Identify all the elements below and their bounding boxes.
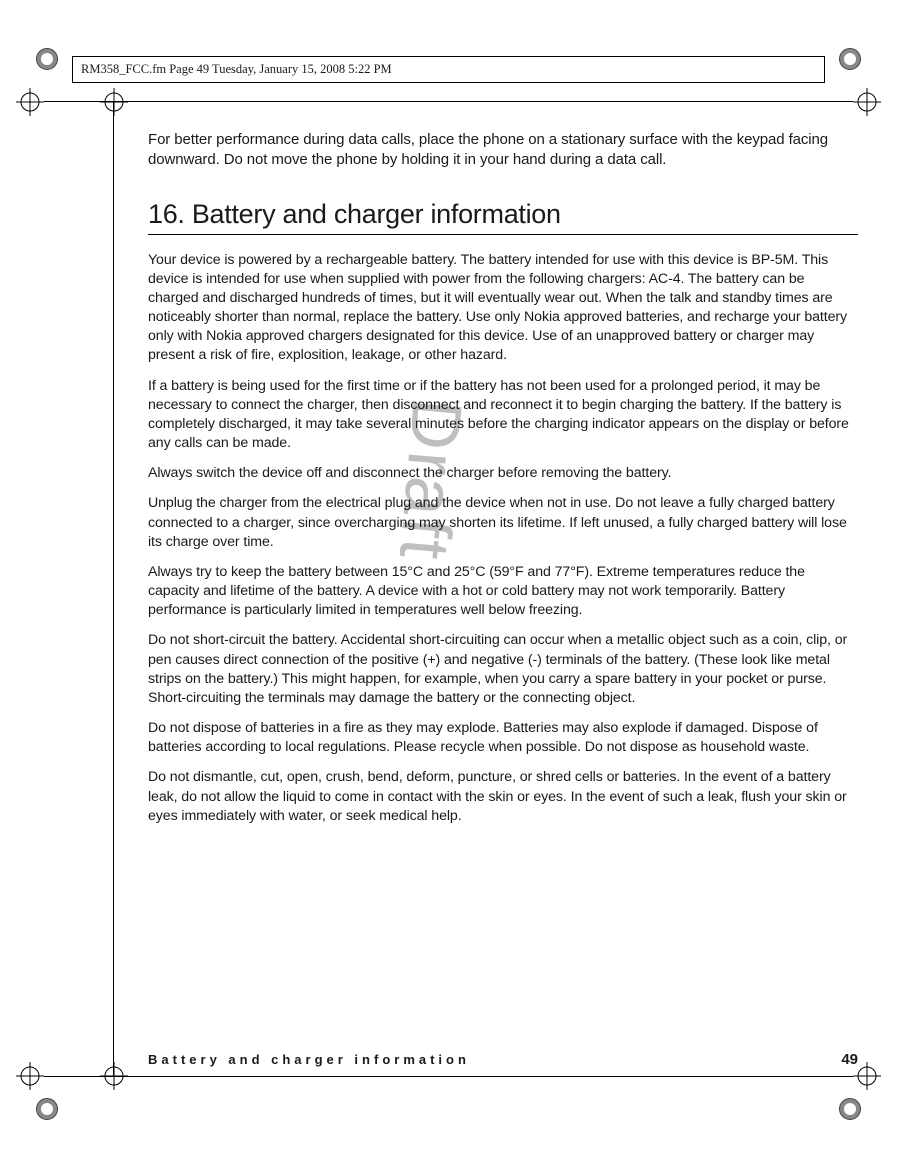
body-paragraph-2: If a battery is being used for the first… [148,377,858,454]
section-title: Battery and charger information [192,199,561,229]
crop-line-left [113,101,114,1077]
body-paragraph-4: Unplug the charger from the electrical p… [148,494,858,552]
section-number: 16. [148,199,185,229]
crop-target-tr [853,88,881,116]
registration-dot-tr [839,48,861,70]
crop-target-bl [16,1062,44,1090]
body-paragraph-3: Always switch the device off and disconn… [148,464,858,483]
footer-page-number: 49 [841,1051,858,1068]
registration-dot-tl [36,48,58,70]
body-paragraph-1: Your device is powered by a rechargeable… [148,251,858,366]
section-heading: 16. Battery and charger information [148,199,858,230]
registration-dot-bl [36,1098,58,1120]
body-paragraph-6: Do not short-circuit the battery. Accide… [148,631,858,708]
crop-target-tl2 [100,88,128,116]
intro-paragraph: For better performance during data calls… [148,130,858,171]
document-info-text: RM358_FCC.fm Page 49 Tuesday, January 15… [81,62,392,76]
body-paragraph-7: Do not dispose of batteries in a fire as… [148,719,858,757]
footer-section-name: Battery and charger information [148,1052,470,1067]
section-rule [148,234,858,235]
page-footer: Battery and charger information 49 [148,1051,858,1068]
crop-line-top [44,101,853,102]
crop-target-tl [16,88,44,116]
registration-dot-br [839,1098,861,1120]
body-paragraph-8: Do not dismantle, cut, open, crush, bend… [148,768,858,826]
body-paragraph-5: Always try to keep the battery between 1… [148,563,858,621]
document-header-box: RM358_FCC.fm Page 49 Tuesday, January 15… [72,56,825,83]
page-content: For better performance during data calls… [148,130,858,837]
crop-line-bottom [44,1076,853,1077]
